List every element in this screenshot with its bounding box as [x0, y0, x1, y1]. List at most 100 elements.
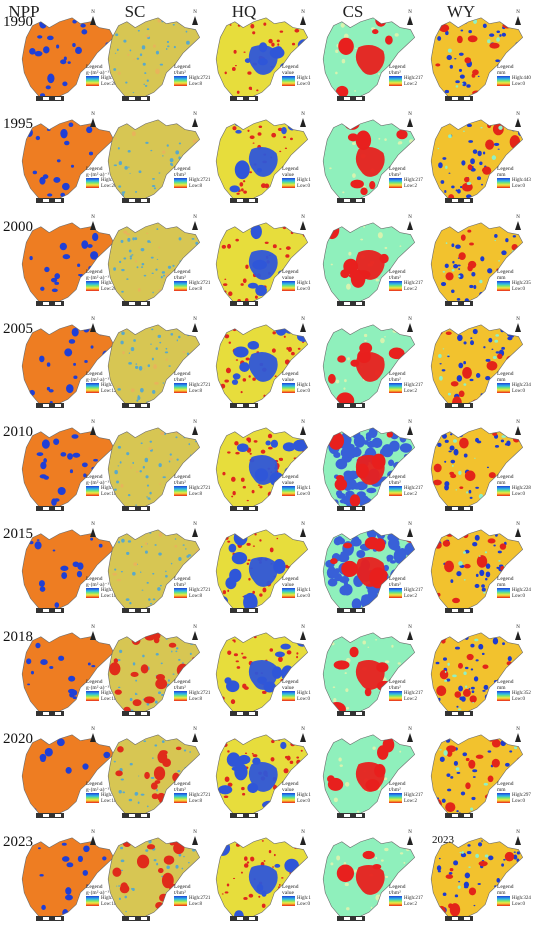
map-legend: Legend mm High:228 Low:0 [497, 474, 531, 497]
legend-low: Low:20 [101, 287, 117, 292]
map-panel: N Legend mm High:324 Low:0 [427, 828, 531, 926]
color-ramp [389, 691, 402, 701]
map-legend: Legend mm High:297 Low:0 [497, 781, 531, 804]
map-legend: Legend g·(m²·a)⁻¹ High:254 Low:18 [86, 884, 120, 907]
north-arrow-icon: N [190, 522, 200, 537]
legend-high: High:255 [101, 281, 120, 286]
legend-low: Low:2 [404, 184, 418, 189]
map-panel: N Legend t/hm² High:217 Low:2 [319, 213, 423, 311]
north-label: N [301, 420, 305, 425]
legend-unit: t/hm² [389, 890, 401, 896]
north-arrow-icon: N [298, 10, 308, 25]
color-ramp [389, 793, 402, 803]
north-arrow-icon: N [190, 317, 200, 332]
scale-bar [122, 198, 150, 203]
color-ramp [389, 178, 402, 188]
map-npp-2018 [21, 632, 115, 716]
legend-unit: value [282, 275, 294, 281]
legend-title: Legend [174, 64, 191, 70]
color-ramp [282, 383, 295, 393]
legend-title: Legend [497, 269, 514, 275]
scale-bar [337, 403, 365, 408]
scale-bar [230, 711, 258, 716]
north-label: N [408, 10, 412, 15]
north-label: N [91, 727, 95, 732]
map-hq-2020 [215, 734, 309, 818]
color-ramp [497, 76, 510, 86]
map-legend: Legend g·(m²·a)⁻¹ High:255 Low:20 [86, 166, 120, 189]
color-ramp [86, 281, 99, 291]
map-legend: Legend t/hm² High:217 Low:2 [389, 679, 423, 702]
north-label: N [193, 625, 197, 630]
map-legend: Legend t/hm² High:217 Low:2 [389, 64, 423, 87]
map-legend: Legend t/hm² High:2721 Low:8 [174, 371, 210, 394]
north-label: N [193, 317, 197, 322]
legend-low: Low:18 [101, 799, 117, 804]
legend-high: High:217 [404, 691, 423, 696]
map-panel: N Legend g·(m²·a)⁻¹ High:254 Low:18 [18, 725, 122, 823]
color-ramp [389, 383, 402, 393]
legend-title: Legend [86, 679, 103, 685]
legend-title: Legend [282, 781, 299, 787]
map-legend: Legend t/hm² High:217 Low:2 [389, 576, 423, 599]
scale-bar [230, 916, 258, 921]
map-panel: N Legend t/hm² High:217 Low:2 [319, 315, 423, 413]
north-label: N [91, 10, 95, 15]
legend-low: Low:0 [297, 287, 311, 292]
north-arrow-icon: N [405, 830, 415, 845]
legend-title: Legend [282, 64, 299, 70]
map-legend: Legend mm High:224 Low:0 [497, 576, 531, 599]
north-arrow-icon: N [88, 112, 98, 127]
map-panel: N Legend value High:1 Low:0 [212, 623, 316, 721]
scale-bar [122, 506, 150, 511]
map-cs-2000 [322, 222, 416, 306]
map-sc-2005 [107, 324, 201, 408]
legend-unit: t/hm² [389, 275, 401, 281]
north-arrow-icon: N [298, 522, 308, 537]
north-arrow-icon: N [405, 112, 415, 127]
north-label: N [91, 420, 95, 425]
legend-title: Legend [282, 269, 299, 275]
map-npp-2015 [21, 529, 115, 613]
legend-high: High:217 [404, 793, 423, 798]
color-ramp [497, 178, 510, 188]
map-sc-2023 [107, 837, 201, 921]
legend-high: High:352 [512, 691, 531, 696]
map-legend: Legend g·(m²·a)⁻¹ High:254 Low:18 [86, 679, 120, 702]
north-label: N [408, 727, 412, 732]
legend-unit: value [282, 582, 294, 588]
legend-high: High:2721 [189, 76, 211, 81]
color-ramp [282, 178, 295, 188]
map-wy-2005 [430, 324, 524, 408]
legend-unit: mm [497, 787, 506, 793]
north-arrow-icon: N [88, 215, 98, 230]
legend-title: Legend [86, 166, 103, 172]
legend-title: Legend [282, 474, 299, 480]
north-arrow-icon: N [88, 830, 98, 845]
legend-title: Legend [497, 884, 514, 890]
legend-low: Low:18 [101, 902, 117, 907]
legend-low: Low:8 [189, 697, 203, 702]
north-label: N [408, 625, 412, 630]
map-legend: Legend value High:1 Low:0 [282, 576, 311, 599]
map-sc-1995 [107, 119, 201, 203]
north-arrow-icon: N [88, 522, 98, 537]
map-legend: Legend mm High:235 Low:0 [497, 269, 531, 292]
color-ramp [389, 588, 402, 598]
legend-title: Legend [86, 474, 103, 480]
north-label: N [91, 112, 95, 117]
color-ramp [282, 793, 295, 803]
map-hq-1995 [215, 119, 309, 203]
color-ramp [174, 76, 187, 86]
map-panel: N Legend mm High:234 Low:0 [427, 315, 531, 413]
map-panel: N Legend value High:1 Low:0 [212, 520, 316, 618]
legend-unit: mm [497, 70, 506, 76]
scale-bar [36, 813, 64, 818]
map-cs-2015 [322, 529, 416, 613]
map-panel: N Legend t/hm² High:217 Low:2 [319, 418, 423, 516]
north-label: N [301, 522, 305, 527]
north-arrow-icon: N [513, 625, 523, 640]
map-sc-2015 [107, 529, 201, 613]
map-legend: Legend t/hm² High:217 Low:2 [389, 781, 423, 804]
scale-bar [337, 506, 365, 511]
